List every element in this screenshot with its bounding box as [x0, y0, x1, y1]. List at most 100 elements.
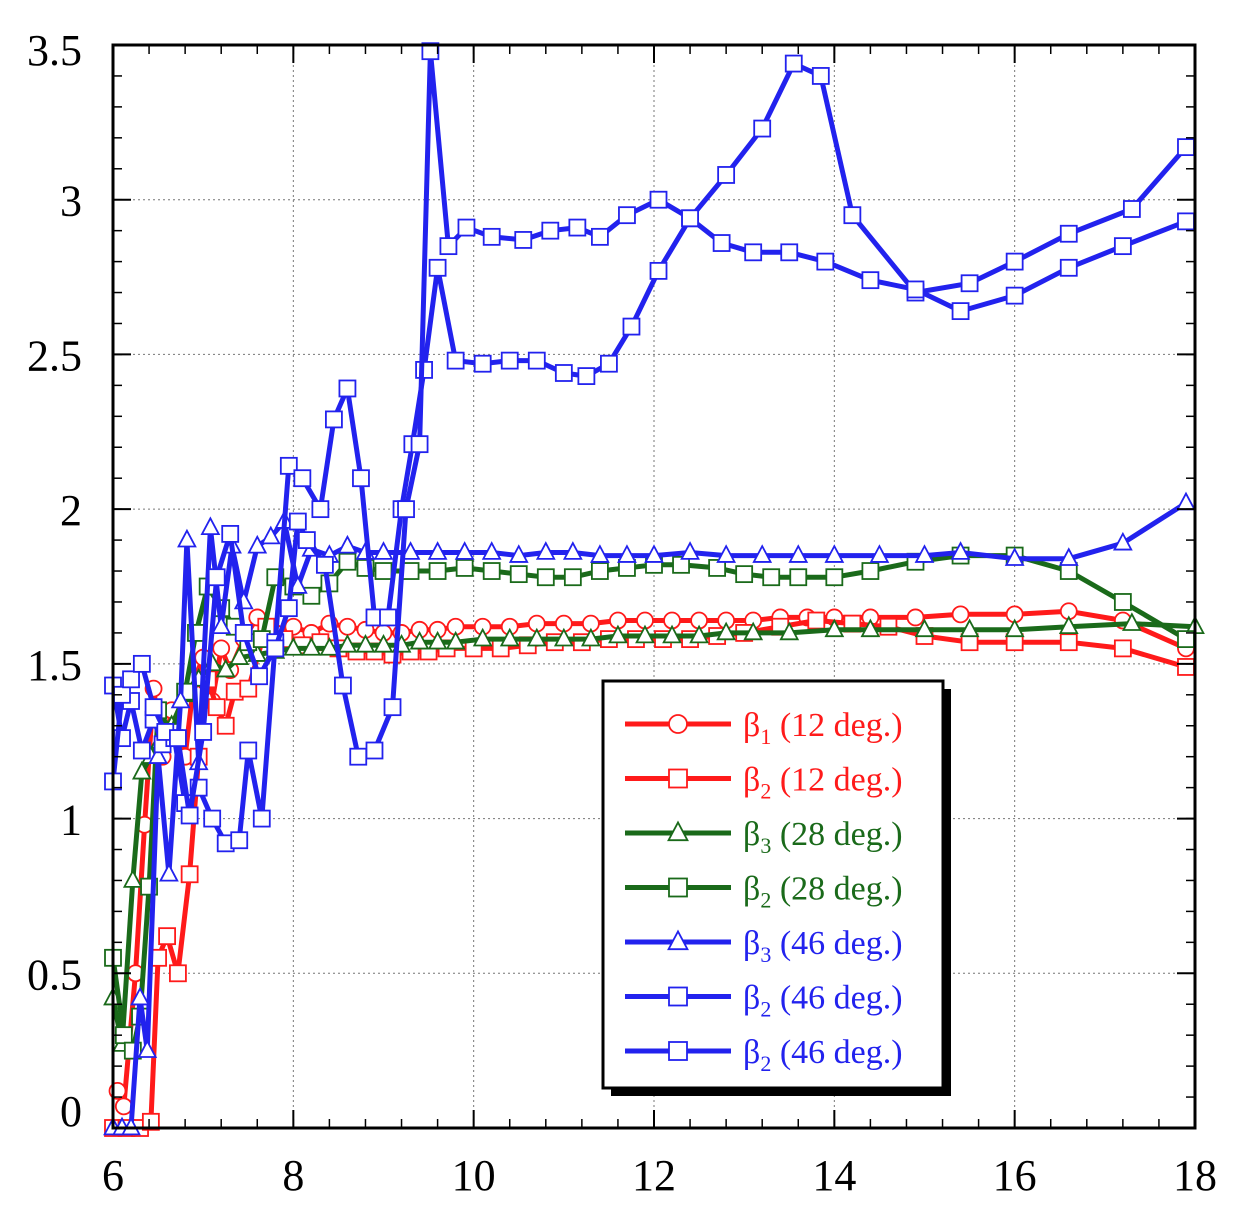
data-point [879, 617, 898, 636]
data-point [744, 243, 763, 262]
data-point [577, 367, 596, 385]
data-point [279, 599, 298, 618]
data-point [338, 379, 357, 398]
data-point [789, 568, 808, 587]
data-point [600, 354, 618, 373]
data-point [662, 624, 682, 644]
data-point [1058, 547, 1079, 566]
data-point [580, 627, 601, 647]
data-point [716, 621, 737, 641]
data-point [608, 624, 628, 644]
data-point [860, 618, 881, 638]
data-point [843, 206, 862, 225]
x-tick-label: 18 [1173, 1151, 1217, 1200]
data-point [788, 544, 809, 563]
data-point [337, 534, 358, 554]
data-point [481, 541, 502, 560]
data-point [514, 231, 533, 249]
data-point [427, 541, 448, 560]
data-point [816, 252, 835, 271]
data-point [148, 745, 168, 764]
data-point [207, 568, 226, 587]
legend-label: β3 (46 deg.) [743, 925, 903, 967]
data-point [410, 435, 429, 454]
legend-label: β2 (46 deg.) [743, 1034, 903, 1076]
data-point [716, 544, 737, 563]
series-5 [104, 54, 1195, 853]
data-point [689, 624, 709, 644]
legend-marker [668, 986, 688, 1007]
legend-text: (46 deg.) [771, 1034, 902, 1071]
data-point [427, 630, 448, 650]
data-point [499, 627, 520, 647]
data-point [158, 927, 177, 946]
data-point [141, 1112, 160, 1131]
x-tick-label: 10 [452, 1151, 496, 1200]
data-point [428, 258, 447, 277]
legend-label: β2 (12 deg.) [743, 762, 903, 804]
data-point [122, 670, 140, 689]
x-axis-tick-labels: 6 8 10 12 14 16 18 [102, 1151, 1217, 1200]
data-point [454, 541, 475, 560]
y-tick-label: 1 [60, 796, 82, 845]
data-point [591, 227, 609, 246]
x-tick-label: 16 [993, 1151, 1037, 1200]
legend-label: β2 (46 deg.) [743, 980, 903, 1022]
legend-box [601, 679, 945, 1090]
data-point [762, 568, 781, 587]
y-tick-label: 2 [60, 486, 82, 535]
series-6 [104, 42, 1195, 825]
data-point [950, 541, 971, 560]
x-tick-label: 12 [632, 1151, 676, 1200]
legend-greek: β [743, 980, 760, 1017]
data-point [508, 544, 529, 563]
data-point [194, 723, 213, 741]
data-point [325, 410, 343, 429]
y-tick-label: 3.5 [27, 26, 82, 75]
legend-item: β2 (46 deg.) [625, 1034, 903, 1076]
data-point [180, 806, 199, 825]
data-point [779, 621, 800, 641]
data-point [824, 618, 845, 638]
data-point [735, 565, 754, 584]
data-point [383, 698, 402, 717]
data-point [421, 42, 440, 61]
legend-greek: β [743, 1034, 760, 1071]
data-point [554, 364, 573, 382]
data-point [914, 544, 935, 563]
data-point [311, 500, 330, 519]
data-point [170, 689, 191, 709]
data-point [1177, 658, 1195, 676]
data-point [288, 512, 307, 531]
data-point [649, 190, 668, 209]
data-point [379, 608, 397, 627]
data-point [252, 809, 271, 828]
data-point [401, 562, 420, 580]
data-point [562, 541, 583, 560]
legend-marker [668, 1041, 688, 1061]
data-point [180, 865, 199, 884]
x-tick-label: 6 [102, 1151, 124, 1200]
y-tick-label: 1.5 [27, 641, 82, 690]
data-point [234, 624, 253, 642]
data-point [1113, 237, 1132, 256]
data-point [752, 544, 773, 563]
data-point [784, 54, 803, 73]
data-point [215, 658, 236, 678]
data-point [221, 524, 240, 543]
legend-subscript: 2 [760, 779, 771, 804]
data-point [455, 559, 474, 577]
data-point [337, 633, 358, 653]
data-point [1059, 258, 1078, 277]
legend-marker [668, 768, 688, 789]
y-tick-label: 0.5 [27, 950, 82, 999]
data-point [137, 1039, 158, 1058]
data-point [279, 456, 298, 475]
legend-greek: β [743, 762, 760, 799]
legend-greek: β [743, 925, 760, 962]
data-point [1121, 612, 1142, 631]
data-point [230, 831, 249, 850]
data-point [439, 237, 458, 256]
legend-marker [668, 877, 688, 898]
